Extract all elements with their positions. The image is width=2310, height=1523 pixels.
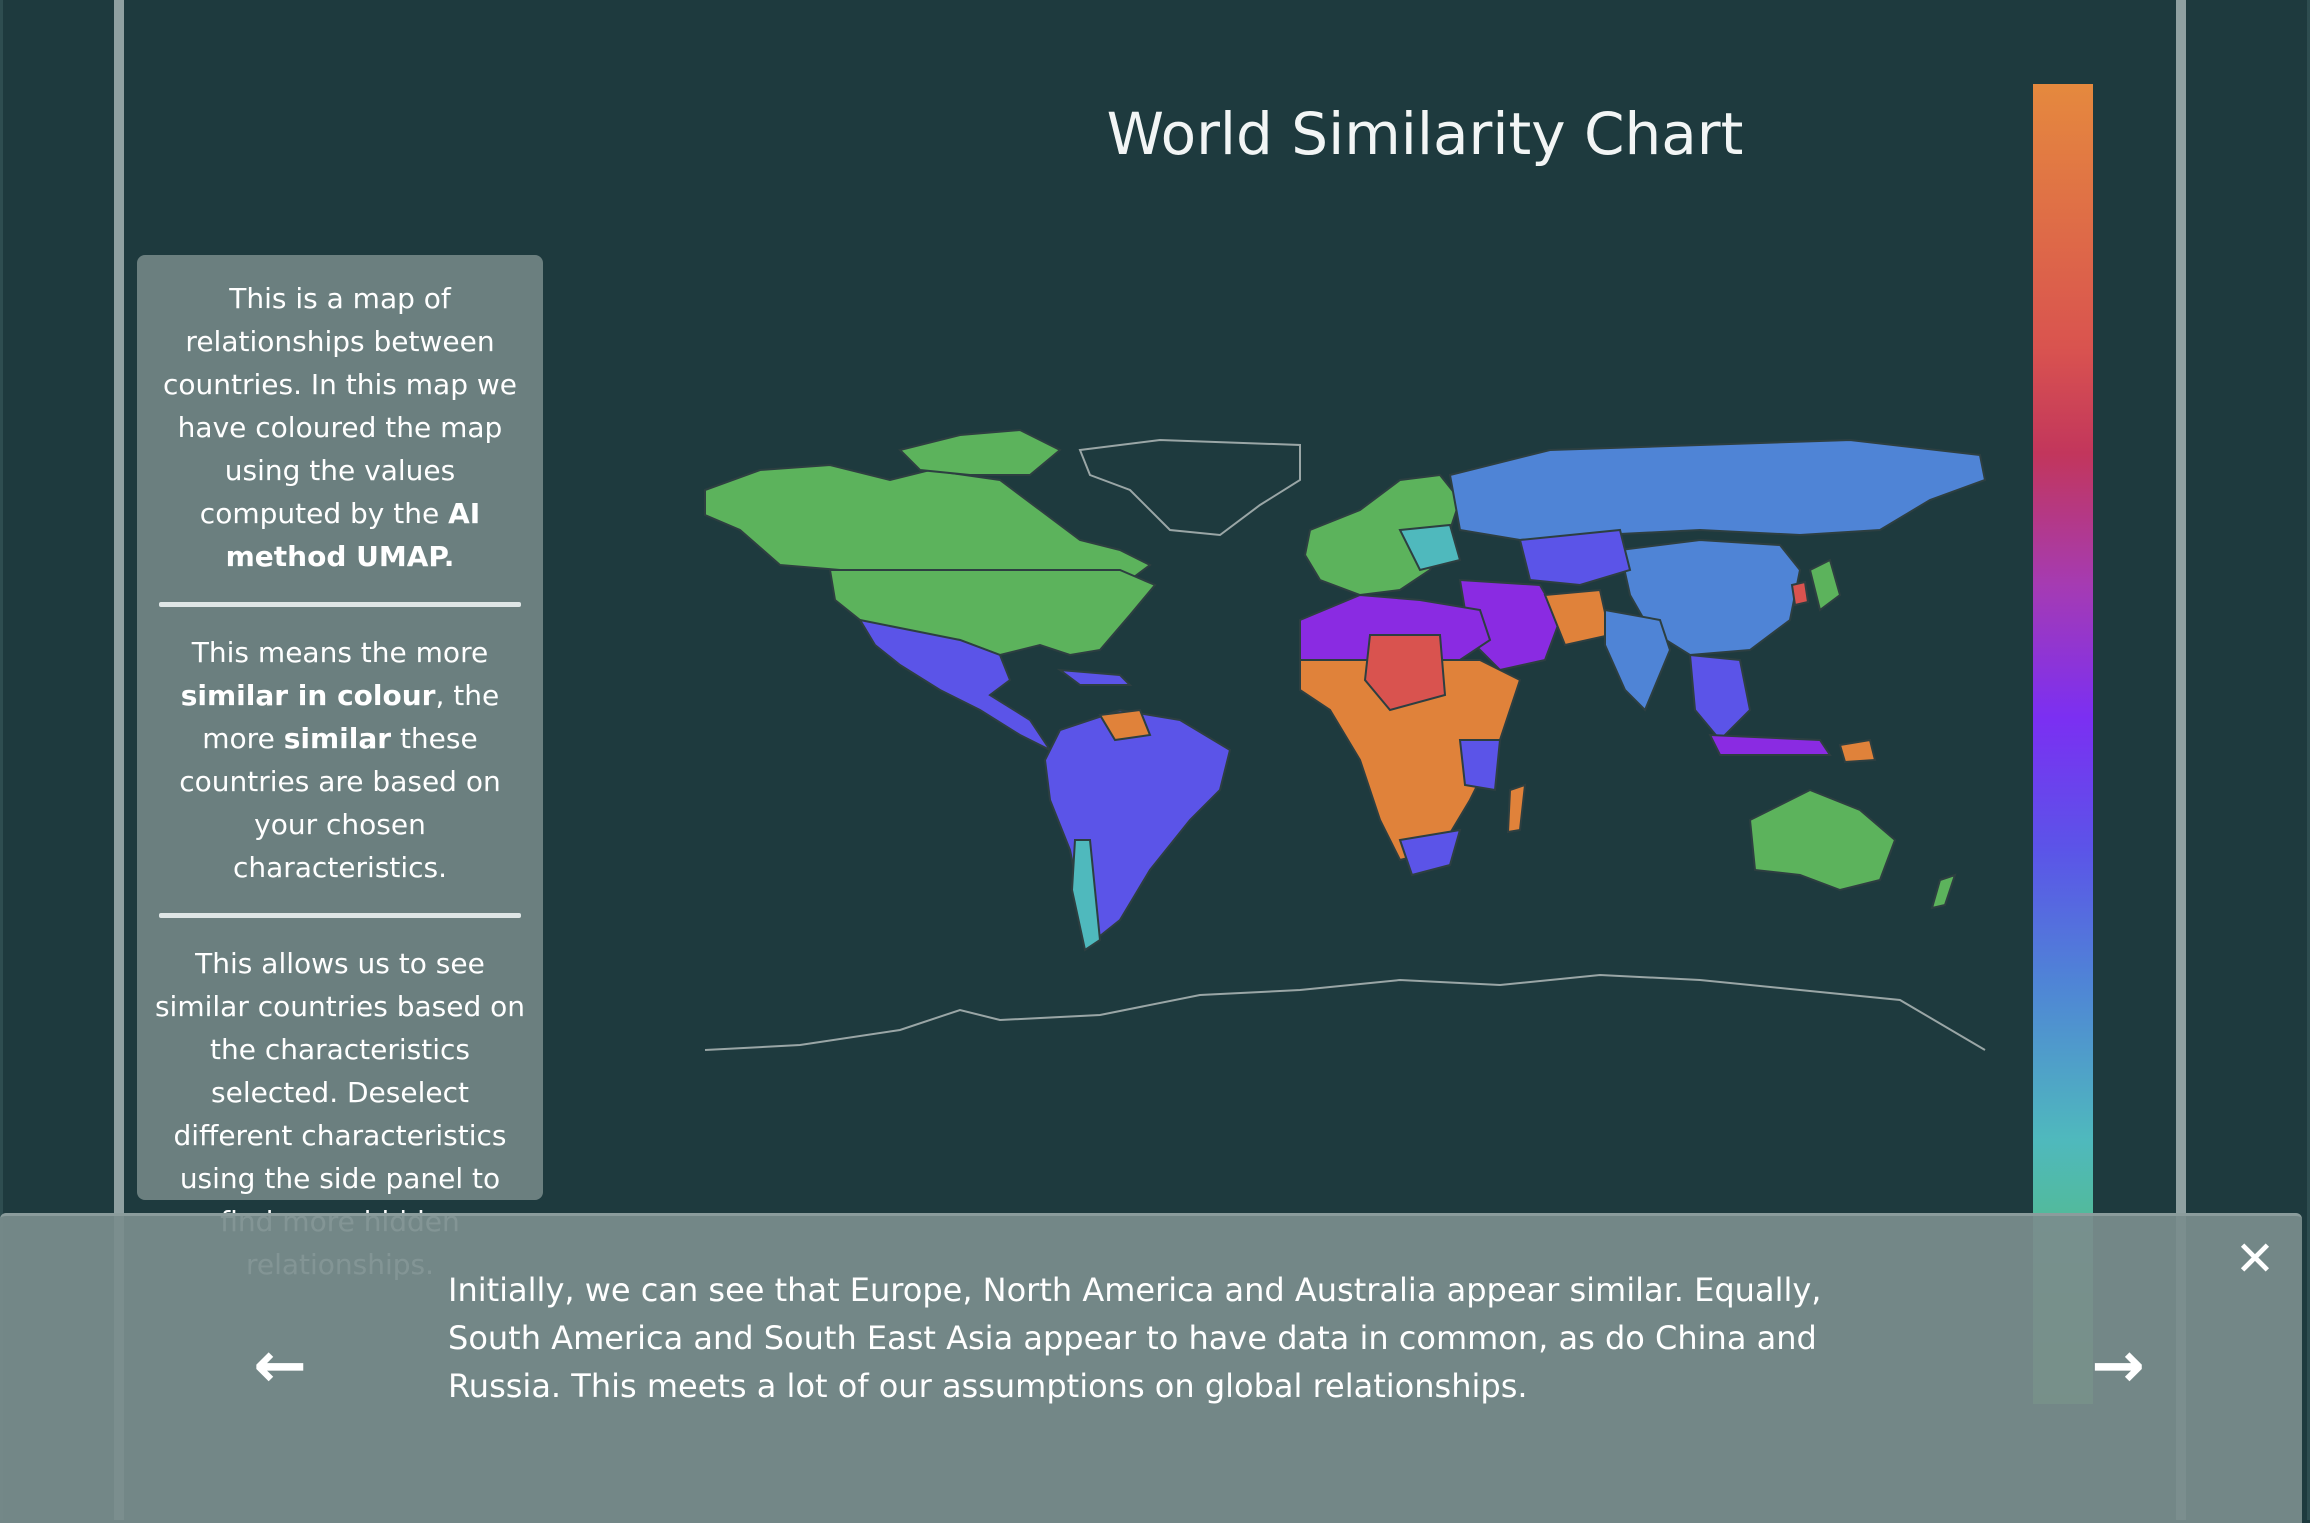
region-east-africa[interactable] <box>1458 739 1502 792</box>
region-canada[interactable] <box>704 463 1152 587</box>
region-india[interactable] <box>1604 608 1672 712</box>
info-text: This is a map of relationships between c… <box>162 282 518 530</box>
info-bold: AI method UMAP. <box>225 497 481 573</box>
narrative-text: Initially, we can see that Europe, North… <box>448 1271 1822 1405</box>
info-block-1: This is a map of relationships between c… <box>153 277 527 578</box>
info-block-2: This means the more similar in colour, t… <box>153 631 527 889</box>
region-png[interactable] <box>1838 738 1877 764</box>
arrow-right-icon[interactable]: → <box>2091 1329 2145 1403</box>
world-map[interactable] <box>700 420 1990 1070</box>
region-antarctica[interactable] <box>704 973 1986 1051</box>
info-panel: This is a map of relationships between c… <box>137 255 543 1281</box>
narrative-panel: ✕ ← Initially, we can see that Europe, N… <box>0 1213 2302 1523</box>
region-venezuela[interactable] <box>1098 708 1152 742</box>
region-korea[interactable] <box>1790 580 1810 607</box>
region-central-asia[interactable] <box>1518 528 1632 587</box>
frame-line-right <box>2176 0 2186 1520</box>
region-caribbean[interactable] <box>1056 668 1133 686</box>
info-divider <box>159 913 521 918</box>
region-new-zealand[interactable] <box>1930 873 1957 910</box>
region-sahel[interactable] <box>1363 634 1447 712</box>
region-greenland[interactable] <box>1078 438 1301 537</box>
region-madagascar[interactable] <box>1506 783 1527 834</box>
info-divider <box>159 602 521 607</box>
region-eastern-europe[interactable] <box>1398 523 1462 572</box>
frame-edge-left <box>0 0 3 1520</box>
region-chile[interactable] <box>1070 839 1102 952</box>
region-southern-africa[interactable] <box>1398 828 1462 877</box>
region-australia[interactable] <box>1748 788 1897 892</box>
info-text: these countries are based on your chosen… <box>179 722 501 884</box>
region-china[interactable] <box>1618 538 1802 657</box>
region-arctic-islands[interactable] <box>898 428 1062 476</box>
next-button[interactable]: → <box>2078 1326 2158 1406</box>
arrow-left-icon[interactable]: ← <box>253 1329 307 1403</box>
prev-button[interactable]: ← <box>240 1326 320 1406</box>
region-se-asia[interactable] <box>1688 653 1752 742</box>
frame-edge-right <box>2307 0 2310 1520</box>
region-japan[interactable] <box>1808 558 1842 612</box>
region-south-america[interactable] <box>1043 708 1232 942</box>
close-icon[interactable]: ✕ <box>2234 1231 2276 1287</box>
region-indonesia[interactable] <box>1708 733 1832 756</box>
info-text: , the more <box>202 679 500 755</box>
info-bold: similar <box>283 722 392 755</box>
region-russia[interactable] <box>1448 438 1987 542</box>
chart-title: World Similarity Chart <box>1106 100 1744 168</box>
colorbar-legend <box>2033 84 2093 1404</box>
close-button[interactable]: ✕ <box>2230 1231 2280 1287</box>
info-bold: similar in colour <box>180 679 436 712</box>
world-map-svg[interactable] <box>700 420 1990 1070</box>
info-text: This means the more <box>191 636 489 669</box>
frame-line-left <box>114 0 124 1520</box>
